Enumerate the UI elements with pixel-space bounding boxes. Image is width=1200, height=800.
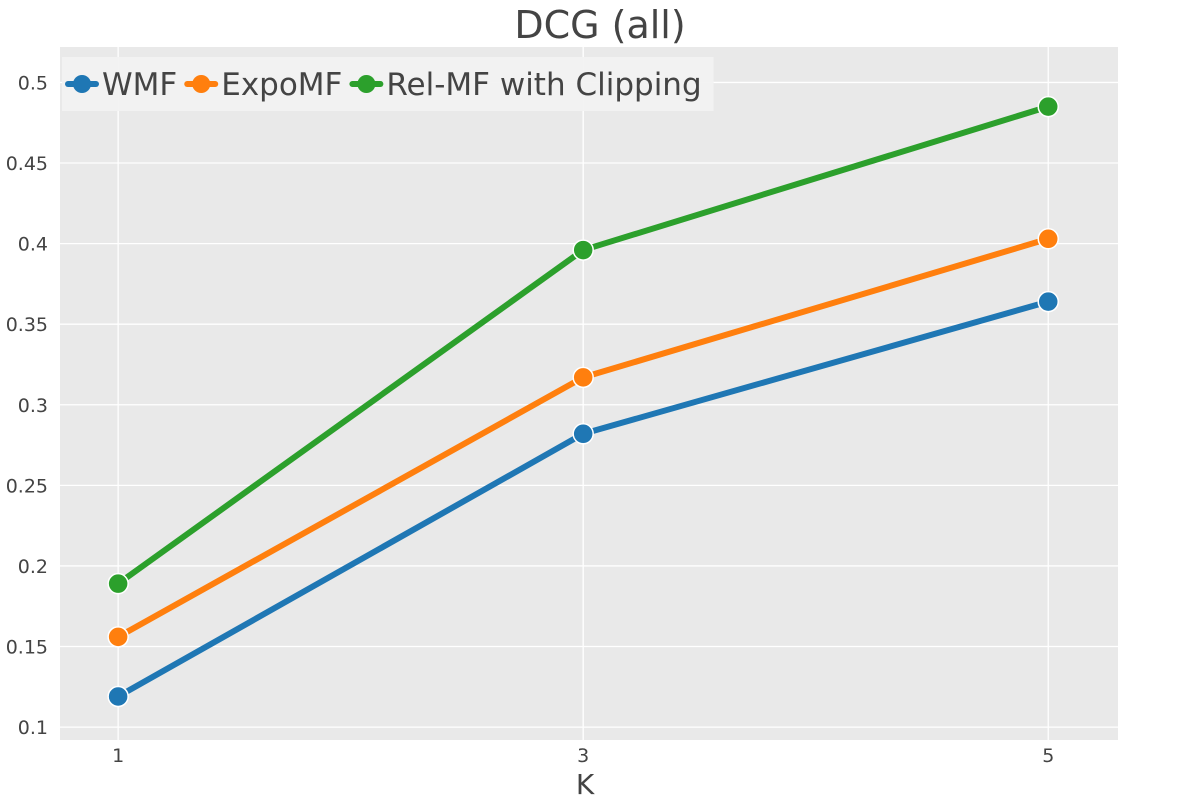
chart-title: DCG (all) [514, 3, 685, 47]
y-tick-label: 0.2 [18, 556, 48, 578]
data-point[interactable] [1037, 95, 1059, 118]
data-point[interactable] [572, 423, 594, 445]
legend-item[interactable]: ExpoMF [184, 67, 342, 103]
y-tick-label: 0.5 [18, 72, 48, 94]
x-axis-ticks: 1 3 5 [112, 745, 1054, 767]
y-tick-label: 0.35 [6, 314, 48, 336]
series-group [107, 95, 1059, 708]
y-axis-ticks: 0.1 0.15 0.2 0.25 0.3 0.35 0.4 0.45 0.5 [6, 72, 48, 739]
y-tick-label: 0.15 [6, 637, 48, 659]
data-point[interactable] [572, 366, 594, 389]
legend-label: ExpoMF [221, 67, 342, 103]
data-point[interactable] [1037, 290, 1059, 313]
legend-marker [73, 75, 91, 93]
legend-marker [192, 75, 211, 93]
x-axis-title: K [576, 768, 595, 800]
series-wmf [107, 290, 1059, 708]
legend-label: Rel-MF with Clipping [386, 67, 701, 103]
y-tick-label: 0.1 [18, 717, 48, 739]
data-point[interactable] [1037, 228, 1059, 250]
series-expomf [107, 228, 1059, 648]
series-rel-mf-with-clipping [107, 95, 1059, 595]
y-tick-label: 0.45 [6, 153, 48, 175]
legend-item[interactable]: Rel-MF with Clipping [349, 67, 702, 103]
data-point[interactable] [107, 572, 129, 595]
data-point[interactable] [107, 685, 129, 708]
legend-background [62, 57, 714, 111]
x-tick-label: 5 [1042, 745, 1054, 767]
y-tick-label: 0.4 [18, 234, 48, 256]
legend-item[interactable]: WMF [65, 67, 177, 103]
legend[interactable]: WMF ExpoMF Rel-MF with Clipping [62, 57, 714, 111]
x-tick-label: 3 [577, 745, 589, 767]
data-point[interactable] [572, 239, 594, 261]
legend-label: WMF [102, 67, 177, 103]
data-point[interactable] [107, 626, 129, 648]
y-tick-label: 0.25 [6, 475, 48, 497]
legend-marker [357, 75, 376, 93]
x-tick-label: 1 [112, 745, 124, 767]
plot-background [60, 47, 1118, 740]
y-tick-label: 0.3 [18, 395, 48, 417]
